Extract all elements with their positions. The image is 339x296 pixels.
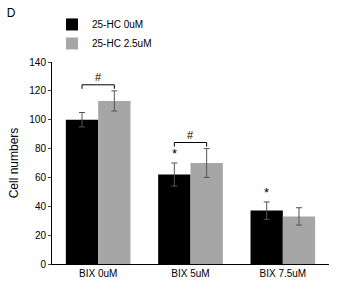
svg-text:*: *: [264, 185, 269, 200]
svg-text:120: 120: [29, 85, 46, 96]
svg-text:80: 80: [35, 143, 47, 154]
svg-text:40: 40: [35, 201, 47, 212]
svg-text:60: 60: [35, 172, 47, 183]
svg-text:#: #: [95, 71, 102, 83]
svg-text:BIX 5uM: BIX 5uM: [171, 268, 209, 279]
svg-text:#: #: [187, 129, 194, 141]
svg-text:25-HC 2.5uM: 25-HC 2.5uM: [92, 38, 151, 49]
svg-text:Cell numbers: Cell numbers: [7, 128, 21, 199]
svg-text:140: 140: [29, 57, 46, 68]
svg-text:BIX 7.5uM: BIX 7.5uM: [259, 268, 306, 279]
svg-text:0: 0: [40, 259, 46, 270]
svg-text:*: *: [172, 146, 177, 161]
svg-text:D: D: [7, 6, 16, 20]
svg-text:20: 20: [35, 230, 47, 241]
svg-text:BIX 0uM: BIX 0uM: [79, 268, 117, 279]
svg-text:25-HC 0uM: 25-HC 0uM: [92, 19, 143, 30]
svg-text:100: 100: [29, 114, 46, 125]
